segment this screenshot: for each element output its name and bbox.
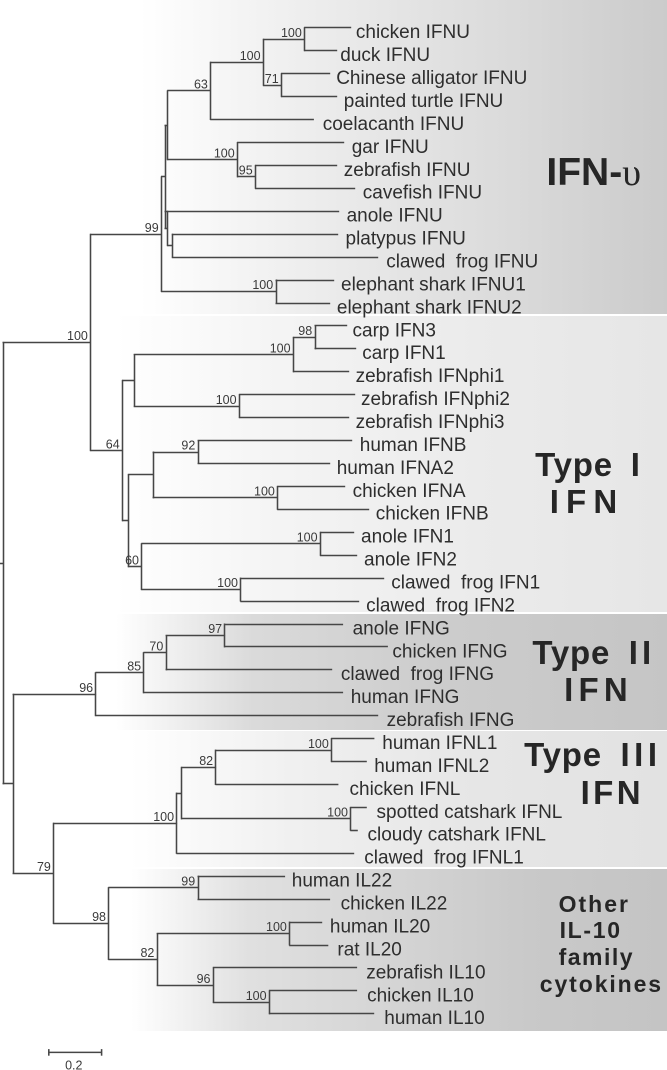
- svg-text:zebrafish IFNphi2: zebrafish IFNphi2: [361, 389, 510, 410]
- svg-text:100: 100: [297, 531, 318, 545]
- svg-text:100: 100: [246, 989, 267, 1003]
- svg-text:human IL10: human IL10: [384, 1008, 484, 1029]
- svg-text:100: 100: [153, 810, 174, 824]
- svg-text:100: 100: [308, 737, 329, 751]
- svg-text:96: 96: [197, 972, 211, 986]
- svg-text:human IL22: human IL22: [292, 871, 392, 892]
- svg-text:85: 85: [127, 660, 141, 674]
- svg-text:100: 100: [281, 26, 302, 40]
- svg-text:chicken IFNA: chicken IFNA: [353, 481, 466, 502]
- svg-text:70: 70: [149, 639, 163, 653]
- svg-text:99: 99: [145, 221, 159, 235]
- svg-text:97: 97: [208, 622, 222, 636]
- svg-text:anole IFNG: anole IFNG: [353, 618, 450, 639]
- svg-text:99: 99: [181, 874, 195, 888]
- svg-text:chicken IL10: chicken IL10: [367, 985, 474, 1006]
- svg-text:clawed frog IFNL1: clawed frog IFNL1: [364, 848, 523, 869]
- svg-text:100: 100: [217, 576, 238, 590]
- svg-text:100: 100: [214, 146, 235, 160]
- svg-text:60: 60: [125, 553, 139, 567]
- svg-text:82: 82: [199, 754, 213, 768]
- svg-text:98: 98: [298, 324, 312, 338]
- svg-text:chicken IFNU: chicken IFNU: [356, 22, 470, 43]
- svg-text:100: 100: [327, 806, 348, 820]
- svg-text:human IFNA2: human IFNA2: [337, 458, 454, 479]
- svg-text:carp IFN1: carp IFN1: [362, 343, 445, 364]
- svg-text:100: 100: [67, 329, 88, 343]
- svg-text:anole IFN2: anole IFN2: [364, 550, 457, 571]
- svg-text:human IFNG: human IFNG: [351, 687, 460, 708]
- svg-text:100: 100: [240, 49, 261, 63]
- svg-text:human IFNB: human IFNB: [360, 435, 467, 456]
- svg-text:zebrafish IFNphi3: zebrafish IFNphi3: [356, 412, 505, 433]
- svg-text:spotted catshark IFNL: spotted catshark IFNL: [377, 802, 563, 823]
- svg-text:82: 82: [140, 946, 154, 960]
- svg-text:carp IFN3: carp IFN3: [353, 320, 436, 341]
- svg-text:chicken IFNG: chicken IFNG: [392, 641, 507, 662]
- svg-text:100: 100: [270, 341, 291, 355]
- svg-text:coelacanth IFNU: coelacanth IFNU: [323, 114, 465, 135]
- svg-text:rat IL20: rat IL20: [337, 939, 401, 960]
- svg-text:71: 71: [265, 72, 279, 86]
- svg-text:98: 98: [92, 910, 106, 924]
- svg-text:100: 100: [254, 485, 275, 499]
- svg-text:elephant shark IFNU2: elephant shark IFNU2: [337, 297, 522, 318]
- svg-text:duck IFNU: duck IFNU: [340, 45, 430, 66]
- svg-text:anole IFNU: anole IFNU: [347, 206, 443, 227]
- svg-text:painted turtle IFNU: painted turtle IFNU: [344, 91, 503, 112]
- svg-text:clawed frog IFN2: clawed frog IFN2: [366, 595, 515, 616]
- svg-text:zebrafish IFNphi1: zebrafish IFNphi1: [356, 366, 505, 387]
- svg-text:100: 100: [266, 920, 287, 934]
- svg-text:human IL20: human IL20: [330, 917, 430, 938]
- svg-text:zebrafish IFNU: zebrafish IFNU: [344, 160, 471, 181]
- svg-text:100: 100: [216, 393, 237, 407]
- svg-text:Chinese alligator IFNU: Chinese alligator IFNU: [336, 68, 527, 89]
- svg-text:chicken IFNB: chicken IFNB: [376, 504, 489, 525]
- svg-text:clawed frog IFNU: clawed frog IFNU: [386, 252, 538, 273]
- svg-text:63: 63: [194, 78, 208, 92]
- svg-text:cavefish IFNU: cavefish IFNU: [363, 183, 482, 204]
- svg-text:64: 64: [106, 437, 120, 451]
- svg-text:100: 100: [252, 278, 273, 292]
- svg-text:platypus IFNU: platypus IFNU: [346, 229, 466, 250]
- svg-text:gar IFNU: gar IFNU: [352, 137, 429, 158]
- svg-text:anole IFN1: anole IFN1: [361, 527, 454, 548]
- svg-text:0.2: 0.2: [65, 1059, 82, 1070]
- svg-text:human IFNL2: human IFNL2: [374, 756, 489, 777]
- svg-text:zebrafish IL10: zebrafish IL10: [366, 962, 485, 983]
- svg-text:chicken IL22: chicken IL22: [341, 894, 448, 915]
- svg-text:96: 96: [79, 681, 93, 695]
- svg-text:human IFNL1: human IFNL1: [382, 733, 497, 754]
- svg-text:95: 95: [239, 164, 253, 178]
- svg-text:chicken IFNL: chicken IFNL: [350, 779, 461, 800]
- svg-text:elephant shark IFNU1: elephant shark IFNU1: [341, 274, 526, 295]
- svg-text:clawed frog IFNG: clawed frog IFNG: [341, 664, 494, 685]
- svg-text:zebrafish IFNG: zebrafish IFNG: [387, 710, 515, 731]
- svg-text:clawed frog IFN1: clawed frog IFN1: [391, 573, 540, 594]
- svg-text:79: 79: [37, 860, 51, 874]
- svg-text:92: 92: [181, 439, 195, 453]
- svg-text:cloudy catshark IFNL: cloudy catshark IFNL: [368, 825, 546, 846]
